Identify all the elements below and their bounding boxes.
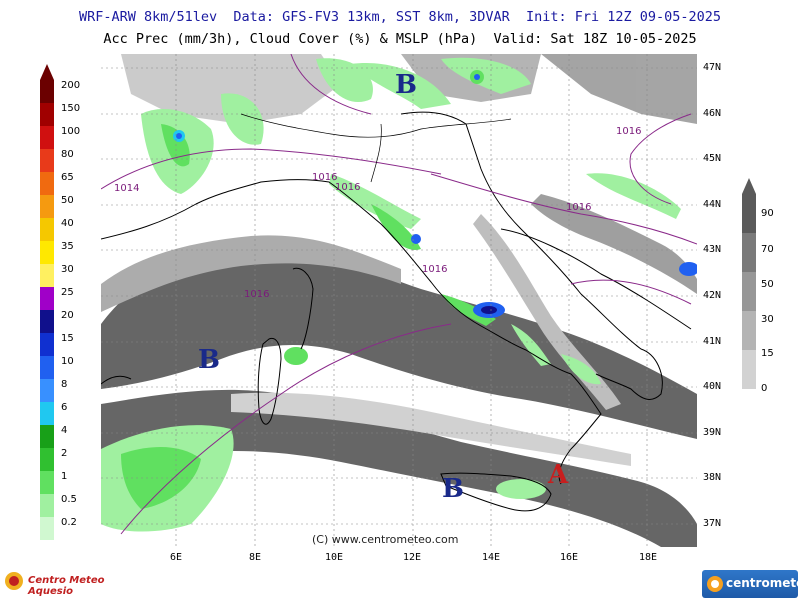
- precip-swatch: [40, 241, 54, 264]
- centrometeo-logo: centrometeo: [702, 570, 800, 598]
- isobar-label: 1016: [335, 182, 361, 193]
- isobar-label: 1016: [616, 126, 642, 137]
- precip-level-label: 100: [61, 126, 81, 137]
- precip-swatch: [40, 517, 54, 540]
- chart-title-line2: Acc Prec (mm/3h), Cloud Cover (%) & MSLP…: [103, 31, 697, 47]
- precip-swatch: [40, 195, 54, 218]
- lon-label: 16E: [559, 552, 579, 563]
- precip-swatch: [40, 471, 54, 494]
- cloud-swatch: [742, 350, 756, 389]
- lat-label: 38N: [703, 472, 722, 483]
- precip-level-label: 6: [61, 402, 68, 413]
- precip-level-label: 30: [61, 264, 74, 275]
- coastlines: [101, 111, 692, 512]
- precip-level-label: 40: [61, 218, 74, 229]
- precip-level-label: 20: [61, 310, 74, 321]
- precip-level-label: 200: [61, 80, 81, 91]
- lat-label: 37N: [703, 518, 722, 529]
- logo-right-text: centrometeo: [726, 576, 800, 590]
- logo-emblem-icon: [5, 572, 23, 590]
- lat-label: 45N: [703, 153, 722, 164]
- cloud-level-label: 15: [761, 348, 774, 359]
- lon-label: 8E: [248, 552, 262, 563]
- precip-swatch: [40, 494, 54, 517]
- precip-level-label: 4: [61, 425, 68, 436]
- low-pressure-marker: B: [442, 474, 464, 504]
- precip-swatch: [40, 356, 54, 379]
- precip-swatch: [40, 126, 54, 149]
- isobar-label: 1014: [114, 183, 140, 194]
- lat-label: 46N: [703, 108, 722, 119]
- precip-swatch: [40, 333, 54, 356]
- precip-swatch: [40, 425, 54, 448]
- lon-label: 10E: [324, 552, 344, 563]
- precip-level-label: 150: [61, 103, 81, 114]
- lat-label: 47N: [703, 62, 722, 73]
- lon-label: 6E: [169, 552, 183, 563]
- precip-level-label: 35: [61, 241, 74, 252]
- isobar-label: 1016: [312, 172, 338, 183]
- precip-level-label: 0.2: [61, 517, 77, 528]
- cloud-swatch: [742, 233, 756, 272]
- lat-label: 40N: [703, 381, 722, 392]
- cloud-level-label: 50: [761, 279, 774, 290]
- precip-level-label: 80: [61, 149, 74, 160]
- precip-level-label: 15: [61, 333, 74, 344]
- lon-label: 14E: [481, 552, 501, 563]
- lat-label: 39N: [703, 427, 722, 438]
- centro-meteo-aquesio-logo: Centro Meteo Aquesio: [4, 568, 124, 597]
- cloud-level-label: 0: [761, 383, 768, 394]
- precip-swatch: [40, 287, 54, 310]
- borders: [240, 113, 512, 183]
- cloud-swatch: [742, 272, 756, 311]
- low-pressure-marker: B: [395, 70, 417, 100]
- logo-left-text: Centro Meteo Aquesio: [28, 575, 105, 597]
- copyright: (C) www.centrometeo.com: [312, 533, 459, 546]
- precip-level-label: 1: [61, 471, 68, 482]
- cloud-swatch: [742, 194, 756, 233]
- precip-level-label: 8: [61, 379, 68, 390]
- lon-label: 12E: [402, 552, 422, 563]
- lon-label: 18E: [638, 552, 658, 563]
- precip-swatch: [40, 149, 54, 172]
- precip-swatch: [40, 80, 54, 103]
- low-pressure-marker: B: [198, 345, 220, 375]
- grid-lines: [101, 54, 697, 547]
- isobars: [101, 54, 697, 535]
- lat-label: 41N: [703, 336, 722, 347]
- precipitation: [101, 57, 697, 532]
- high-pressure-marker: A: [548, 460, 569, 490]
- lat-label: 43N: [703, 244, 722, 255]
- arrow-up-icon: [742, 178, 756, 194]
- chart-title-line1: WRF-ARW 8km/51lev Data: GFS-FV3 13km, SS…: [78, 9, 722, 25]
- precip-level-label: 10: [61, 356, 74, 367]
- weather-map: [101, 54, 697, 547]
- isobar-label: 1016: [244, 289, 270, 300]
- precip-swatch: [40, 379, 54, 402]
- lat-label: 42N: [703, 290, 722, 301]
- isobar-label: 1016: [566, 202, 592, 213]
- cloud-level-label: 70: [761, 244, 774, 255]
- logo-emblem-icon: [707, 576, 723, 592]
- precip-swatch: [40, 264, 54, 287]
- precip-swatch: [40, 103, 54, 126]
- precip-swatch: [40, 448, 54, 471]
- precip-swatch: [40, 402, 54, 425]
- precip-swatch: [40, 310, 54, 333]
- cloud-swatch: [742, 311, 756, 350]
- precip-level-label: 2: [61, 448, 68, 459]
- lat-label: 44N: [703, 199, 722, 210]
- precip-level-label: 25: [61, 287, 74, 298]
- precip-swatch: [40, 218, 54, 241]
- precip-level-label: 65: [61, 172, 74, 183]
- isobar-label: 1016: [422, 264, 448, 275]
- precip-level-label: 50: [61, 195, 74, 206]
- precip-swatch: [40, 172, 54, 195]
- cloud-level-label: 30: [761, 314, 774, 325]
- cloud-level-label: 90: [761, 208, 774, 219]
- arrow-up-icon: [40, 64, 54, 80]
- precip-level-label: 0.5: [61, 494, 77, 505]
